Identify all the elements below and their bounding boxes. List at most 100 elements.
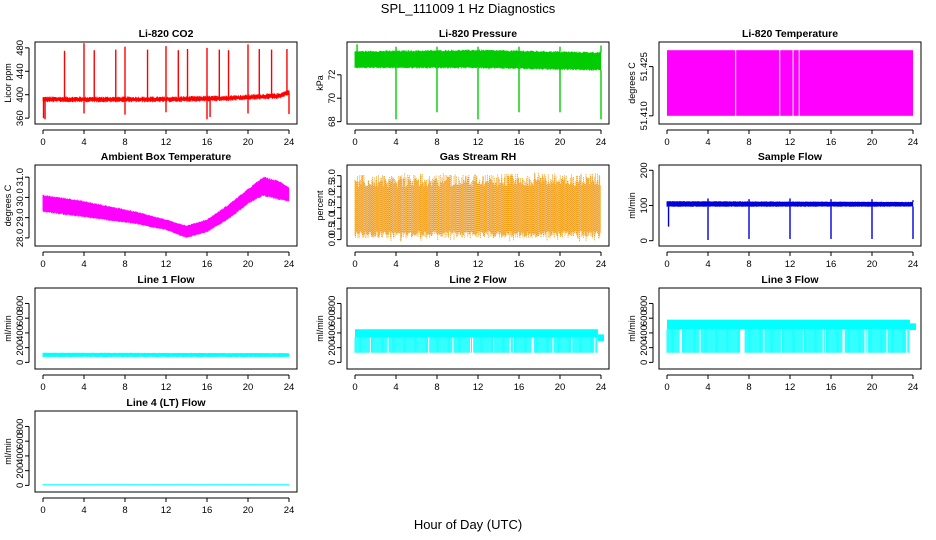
figure-x-axis-label: Hour of Day (UTC) xyxy=(413,517,523,532)
y-axis-label: percent xyxy=(315,190,325,221)
x-tick-label: 24 xyxy=(284,382,295,393)
y-tick-label: 600 xyxy=(327,310,338,326)
x-tick-label: 0 xyxy=(40,505,45,516)
x-tick-label: 12 xyxy=(161,382,172,393)
y-tick-label: 400 xyxy=(15,325,26,341)
x-tick-label: 4 xyxy=(81,382,86,393)
data-band-upper xyxy=(355,329,598,338)
plot-area xyxy=(666,319,916,353)
data-series xyxy=(354,172,601,242)
panel-frame xyxy=(34,410,298,493)
data-series xyxy=(354,49,602,71)
plot-area xyxy=(354,44,602,120)
y-tick-label: 0 xyxy=(327,360,338,365)
panel-title: Li-820 CO2 xyxy=(139,28,194,40)
y-tick-label: 800 xyxy=(15,419,26,435)
y-tick-label: 1.0 xyxy=(327,212,338,225)
y-tick-label: 31.0 xyxy=(15,168,26,187)
y-tick-label: 600 xyxy=(639,310,650,326)
x-tick-label: 20 xyxy=(555,259,566,270)
y-tick-label: 51.410 xyxy=(639,101,650,130)
y-tick-label: 28.0 xyxy=(15,229,26,248)
panel-frame xyxy=(658,164,922,247)
x-tick-label: 8 xyxy=(746,259,751,270)
y-tick-label: 800 xyxy=(15,296,26,312)
x-tick-label: 20 xyxy=(243,137,254,148)
y-tick-label: 800 xyxy=(327,296,338,312)
panel-title: Ambient Box Temperature xyxy=(101,151,232,163)
y-tick-label: 0 xyxy=(15,360,26,365)
x-tick-label: 0 xyxy=(352,137,357,148)
x-axis: 0 4 8 12 16 20 24 xyxy=(352,251,607,270)
figure-title: SPL_111009 1 Hz Diagnostics xyxy=(380,1,556,16)
x-tick-label: 8 xyxy=(122,259,127,270)
plot-area xyxy=(354,329,604,353)
data-series-shade xyxy=(354,172,601,242)
panel-3: Ambient Box Temperature 0 4 8 12 16 20 24 28.0 29… xyxy=(3,151,298,270)
panel-6: Line 1 Flow 0 4 8 12 16 20 24 0 200400600800ml/mi… xyxy=(3,274,298,393)
y-tick-label: 400 xyxy=(327,325,338,341)
x-tick-label: 8 xyxy=(746,137,751,148)
data-tail xyxy=(909,323,916,330)
panel-title: Line 1 Flow xyxy=(137,274,195,286)
y-axis-label: degrees C xyxy=(3,184,13,226)
x-axis: 0 4 8 12 16 20 24 xyxy=(40,497,294,516)
y-tick-label: 2.5 xyxy=(327,180,338,193)
x-tick-label: 16 xyxy=(826,382,837,393)
y-axis-label: kPa xyxy=(315,75,325,91)
y-tick-label: 400 xyxy=(15,87,26,103)
x-tick-label: 24 xyxy=(284,259,295,270)
y-tick-label: 200 xyxy=(639,162,650,178)
x-tick-label: 24 xyxy=(908,137,919,148)
y-tick-label: 200 xyxy=(15,340,26,356)
x-tick-label: 0 xyxy=(664,137,669,148)
y-tick-label: 0 xyxy=(639,360,650,365)
y-tick-label: 51.425 xyxy=(639,52,650,81)
x-axis: 0 4 8 12 16 20 24 xyxy=(40,374,295,393)
x-axis: 0 4 8 12 16 20 24 xyxy=(352,374,606,393)
panel-2: Li-820 Temperature 0 4 8 12 16 20 24 51.410 51.42… xyxy=(627,28,922,148)
panel-frame xyxy=(34,164,298,247)
x-tick-label: 24 xyxy=(596,259,607,270)
x-axis: 0 4 8 12 16 20 24 xyxy=(664,251,919,270)
x-tick-label: 8 xyxy=(122,505,127,516)
y-tick-label: 0.5 xyxy=(327,222,338,235)
x-tick-label: 4 xyxy=(393,382,398,393)
panel-9: Line 4 (LT) Flow 0 4 8 12 16 20 24 0 200400600800… xyxy=(3,397,298,516)
plot-area xyxy=(42,484,290,486)
x-tick-label: 4 xyxy=(393,259,398,270)
x-axis: 0 4 8 12 16 20 24 xyxy=(352,129,606,148)
y-tick-label: 0 xyxy=(15,483,26,488)
y-tick-label: 600 xyxy=(15,310,26,326)
x-tick-label: 4 xyxy=(81,505,86,516)
panel-frame xyxy=(658,41,922,125)
data-series xyxy=(666,201,914,207)
x-tick-label: 24 xyxy=(908,259,919,270)
panel-title: Li-820 Pressure xyxy=(439,28,517,40)
x-tick-label: 20 xyxy=(243,382,254,393)
plot-area xyxy=(42,43,290,120)
x-tick-label: 8 xyxy=(434,382,439,393)
x-tick-label: 8 xyxy=(122,382,127,393)
x-tick-label: 24 xyxy=(908,382,919,393)
y-tick-label: 68 xyxy=(327,116,338,127)
x-tick-label: 4 xyxy=(705,137,710,148)
y-axis-label: Licor ppm xyxy=(3,63,13,103)
x-tick-label: 0 xyxy=(352,259,357,270)
x-tick-label: 4 xyxy=(81,259,86,270)
x-tick-label: 0 xyxy=(664,382,669,393)
x-tick-label: 16 xyxy=(826,259,837,270)
y-axis-label: degrees C xyxy=(627,62,637,104)
y-tick-label: 30.0 xyxy=(15,188,26,207)
x-tick-label: 12 xyxy=(473,259,484,270)
data-series xyxy=(666,329,910,353)
x-tick-label: 0 xyxy=(40,137,45,148)
x-tick-label: 12 xyxy=(161,259,172,270)
